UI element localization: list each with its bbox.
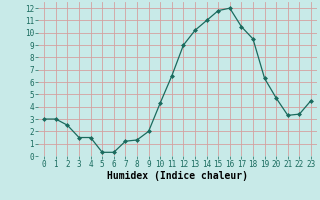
X-axis label: Humidex (Indice chaleur): Humidex (Indice chaleur) <box>107 171 248 181</box>
